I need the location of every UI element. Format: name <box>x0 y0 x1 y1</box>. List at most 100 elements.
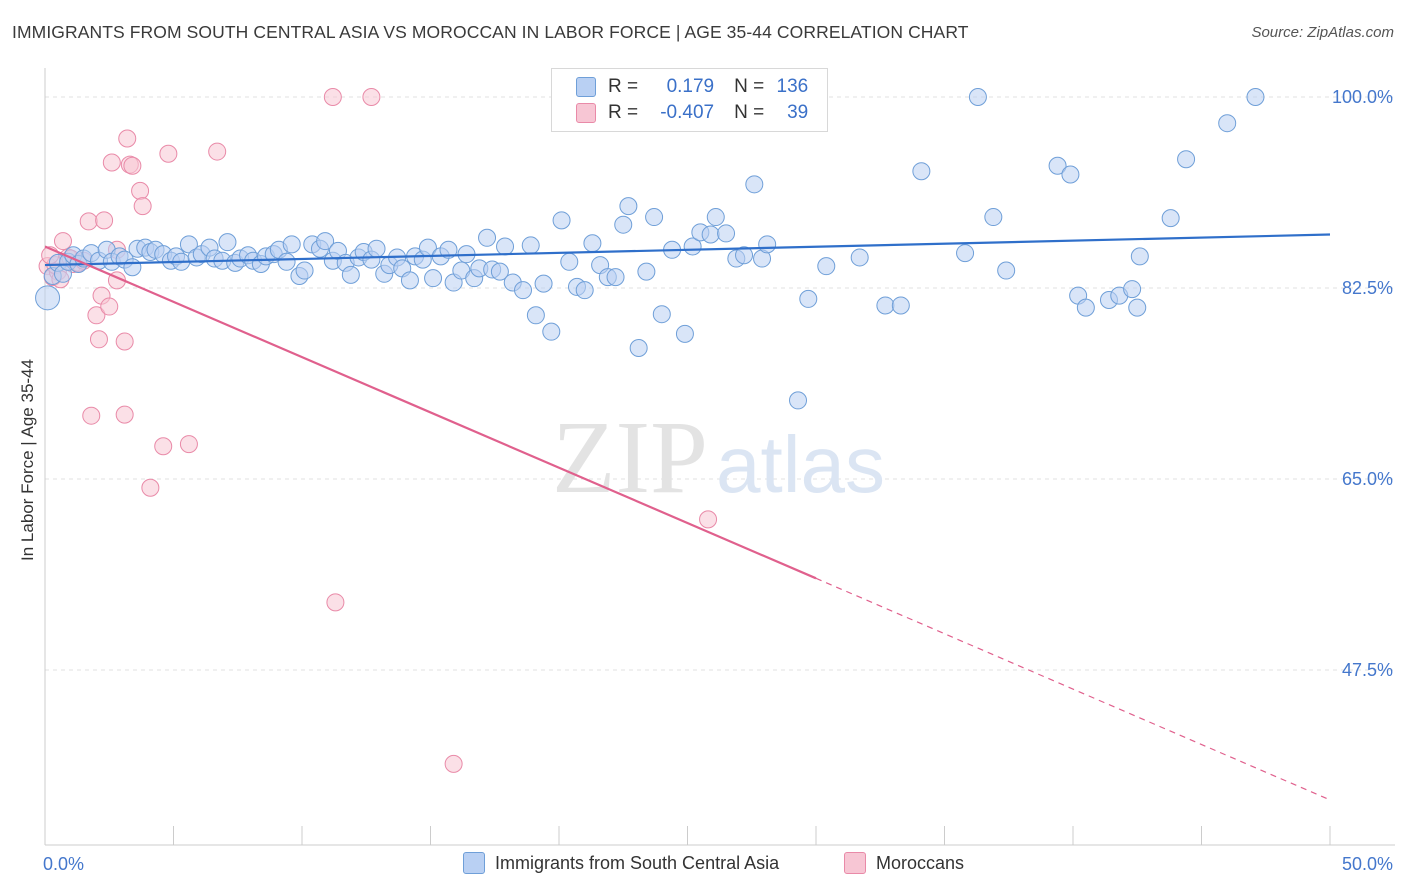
south-central-asia-point <box>817 257 836 276</box>
watermark-atlas: atlas <box>716 420 885 509</box>
south-central-asia-point <box>1048 156 1067 175</box>
south-central-asia-point <box>619 197 638 216</box>
x-tick-label-min: 0.0% <box>43 854 84 874</box>
y-tick-label: 65.0% <box>1342 469 1393 489</box>
south-central-asia-point <box>876 296 895 315</box>
moroccans-point <box>208 142 227 161</box>
south-central-asia-point <box>745 175 764 194</box>
south-central-asia-trend-line <box>44 233 1331 267</box>
south-central-asia-point <box>478 228 497 247</box>
moroccans-point <box>131 181 150 200</box>
south-central-asia-point <box>675 324 694 343</box>
legend-item-south-central-asia: Immigrants from South Central Asia <box>463 852 779 874</box>
moroccans-point <box>141 478 160 497</box>
legend-label: Moroccans <box>876 852 965 873</box>
moroccans-point <box>326 593 345 612</box>
moroccans-point <box>102 153 121 172</box>
moroccans-point <box>115 405 134 424</box>
south-central-asia-point <box>1130 247 1149 266</box>
south-central-asia-point <box>1177 150 1196 169</box>
south-central-asia-point <box>218 233 237 252</box>
south-central-asia-point <box>799 289 818 308</box>
south-central-asia-points <box>35 88 1265 410</box>
south-central-asia-point <box>424 269 443 288</box>
n-label: N = <box>734 76 765 97</box>
south-central-asia-point <box>652 305 671 324</box>
south-central-asia-point <box>560 252 579 271</box>
watermark: ZIP atlas <box>552 400 885 515</box>
r-value: 0.179 <box>666 76 715 97</box>
moroccans-point <box>159 144 178 163</box>
south-central-asia-point <box>997 261 1016 280</box>
south-central-asia-point <box>606 268 625 287</box>
south-central-asia-point <box>629 339 648 358</box>
south-central-asia-point <box>1246 88 1265 106</box>
south-central-asia-point <box>490 262 509 281</box>
south-central-asia-point <box>295 261 314 280</box>
moroccans-point <box>133 197 152 216</box>
south-central-asia-point <box>789 391 808 410</box>
legend-item-moroccans: Moroccans <box>844 852 964 874</box>
south-central-asia-point <box>912 162 931 181</box>
y-axis-label: In Labor Force | Age 35-44 <box>18 359 37 561</box>
south-central-asia-point <box>316 232 335 251</box>
trend-lines <box>44 233 1331 801</box>
south-central-asia-point <box>534 274 553 293</box>
south-central-asia-point <box>35 285 61 311</box>
moroccans-point <box>118 129 137 148</box>
moroccans-point <box>115 332 134 351</box>
south-central-asia-point <box>1123 280 1142 299</box>
moroccans-point <box>87 306 106 325</box>
moroccans-point <box>179 435 198 454</box>
legend-row-pink: R = -0.407 N = 39 <box>576 101 808 125</box>
south-central-asia-point <box>645 208 664 227</box>
south-central-asia-point <box>526 306 545 325</box>
south-central-asia-point <box>514 281 533 300</box>
south-central-asia-point <box>735 246 754 265</box>
watermark-zip: ZIP <box>552 400 708 515</box>
moroccans-point <box>362 88 381 106</box>
n-value: 136 <box>776 76 809 97</box>
tick-labels: 47.5% 65.0% 82.5% 100.0% 0.0% 50.0% <box>43 87 1393 874</box>
correlation-legend: R = 0.179 N = 136 R = -0.407 N = 39 <box>551 68 828 132</box>
moroccans-trend-line <box>44 245 817 580</box>
south-central-asia-point <box>521 236 540 255</box>
south-central-asia-point <box>1161 209 1180 228</box>
south-central-asia-point <box>1128 298 1147 317</box>
r-label: R = <box>608 76 639 97</box>
y-tick-label: 82.5% <box>1342 278 1393 298</box>
legend-swatch-blue <box>463 852 485 874</box>
south-central-asia-point <box>341 265 360 284</box>
south-central-asia-point <box>891 296 910 315</box>
south-central-asia-point <box>717 224 736 243</box>
moroccans-trend-extension <box>815 577 1331 801</box>
y-tick-label: 47.5% <box>1342 660 1393 680</box>
south-central-asia-point <box>968 88 987 106</box>
moroccans-point <box>82 406 101 425</box>
south-central-asia-point <box>439 240 458 259</box>
south-central-asia-point <box>496 237 515 256</box>
moroccans-point <box>53 232 72 251</box>
south-central-asia-point <box>984 208 1003 227</box>
moroccans-point <box>323 88 342 106</box>
south-central-asia-point <box>542 322 561 341</box>
grid-lines <box>45 96 1395 671</box>
n-value: 39 <box>787 102 809 123</box>
x-tick-label-max: 50.0% <box>1342 854 1393 874</box>
south-central-asia-point <box>367 239 386 258</box>
moroccans-point <box>95 211 114 230</box>
south-central-asia-point <box>1061 165 1080 184</box>
south-central-asia-point <box>1076 298 1095 317</box>
moroccans-point <box>123 156 142 175</box>
axes <box>44 68 1395 846</box>
south-central-asia-point <box>614 215 633 234</box>
south-central-asia-point <box>400 271 419 290</box>
moroccans-point <box>154 437 173 456</box>
r-label: R = <box>608 102 639 123</box>
south-central-asia-point <box>277 252 296 271</box>
legend-swatch-pink <box>576 103 596 123</box>
moroccans-point <box>100 297 119 316</box>
south-central-asia-point <box>1218 114 1237 133</box>
south-central-asia-point <box>701 225 720 244</box>
legend-swatch-blue <box>576 77 596 97</box>
